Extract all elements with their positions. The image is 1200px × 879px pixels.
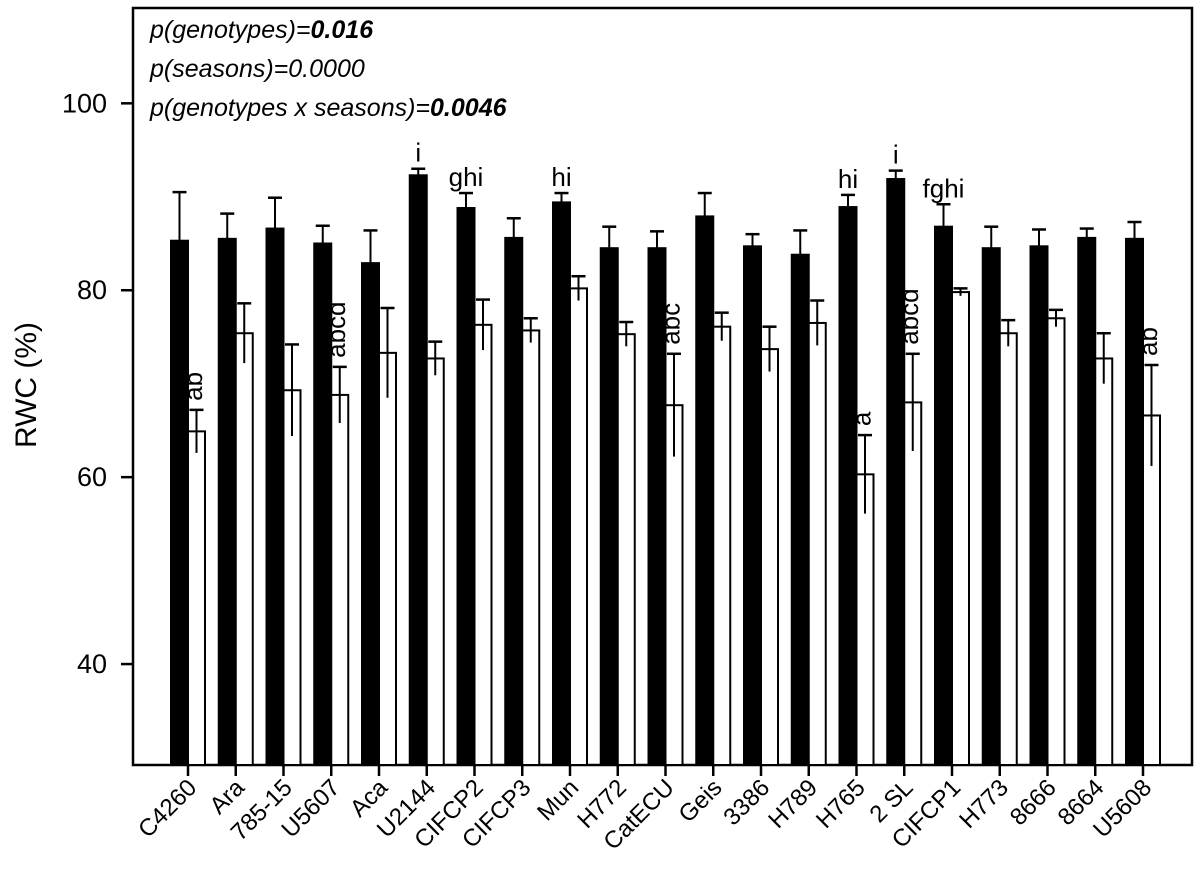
bar-filled-black-bars-785-15 [265,227,285,766]
bar-filled-black-bars-Mun [552,201,571,766]
bar-open-white-bars-Ara [234,332,254,766]
bar-open-white-bars-H773 [998,332,1018,766]
bar-filled-black-bars-Geis [695,215,715,767]
bar-filled-black-bars-H789 [790,253,810,766]
sig-label-CatECU-abc: abc [656,303,686,345]
p-interaction-prefix: p(genotypes x seasons)= [149,94,430,122]
bar-open-white-bars-Geis [712,325,732,766]
x-tick-label-3386: 3386 [718,774,775,831]
sig-label-U2144-i: i [415,138,421,168]
p-genotypes-prefix: p(genotypes)= [149,16,311,44]
sig-label-H765-a: a [847,411,877,426]
x-tick-label-8666: 8666 [1005,774,1062,831]
bar-filled-black-bars-CIFCP3 [504,236,524,767]
sig-label-2 SL-i: i [893,140,899,170]
bar-filled-black-bars-3386 [743,245,762,766]
sig-label-Mun-hi: hi [551,162,571,192]
bar-filled-black-bars-CIFCP1 [934,225,953,766]
bar-filled-black-bars-C4260 [170,239,189,767]
y-tick-label-40: 40 [77,649,107,679]
bar-filled-black-bars-H772 [599,247,619,766]
bar-open-white-bars-U2144 [425,357,445,766]
x-tick-label-C4260: C4260 [133,774,202,843]
x-tick-label-H773: H773 [954,774,1014,834]
bar-filled-black-bars-U2144 [408,174,428,766]
bar-open-white-bars-8666 [1046,317,1066,766]
bar-open-white-bars-Mun [569,287,588,766]
bar-filled-black-bars-U5608 [1125,237,1144,767]
p-genotypes-line: p(genotypes)=0.016 [149,16,374,44]
x-tick-label-H789: H789 [763,774,823,834]
sig-label-CIFCP1-fghi: fghi [923,173,965,203]
bar-open-white-bars-Aca [378,351,397,766]
axes-layer: 40 60 80 100 [62,88,1145,776]
y-axis-title: RWC (%) [10,322,43,448]
bar-filled-black-bars-H773 [981,247,1001,766]
bar-open-white-bars-CIFCP3 [521,329,541,766]
error-bars-layer [172,167,1159,514]
y-tick-label-80: 80 [77,275,107,305]
bar-open-white-bars-C4260 [187,430,206,766]
bar-open-white-bars-U5607 [330,393,350,766]
bar-open-white-bars-CIFCP1 [951,291,970,766]
p-interaction-value: 0.0046 [430,94,508,122]
bar-open-white-bars-2 SL [903,401,923,766]
p-seasons-value: 0.0000 [288,55,365,83]
sig-label-U5608-ab: ab [1133,327,1163,356]
bar-open-white-bars-H772 [616,333,636,766]
bar-open-white-bars-3386 [760,348,779,766]
bar-open-white-bars-H765 [855,473,875,766]
bar-open-white-bars-H789 [807,321,827,766]
bar-filled-black-bars-H765 [838,206,858,766]
bar-open-white-bars-CIFCP2 [473,323,493,766]
sig-label-C4260-ab: ab [178,372,208,401]
sig-label-2 SL-abcd: abcd [894,288,924,344]
p-seasons-prefix: p(seasons)= [149,55,288,83]
bar-filled-black-bars-Aca [361,262,380,766]
bar-filled-black-bars-2 SL [886,178,906,766]
x-tick-label-H765: H765 [811,774,871,834]
y-tick-label-100: 100 [62,88,107,118]
p-interaction-line: p(genotypes x seasons)=0.0046 [149,94,508,122]
bar-open-white-bars-785-15 [282,389,302,766]
y-tick-label-60: 60 [77,462,107,492]
bar-open-white-bars-8664 [1094,357,1114,766]
sig-label-H765-hi: hi [838,164,858,194]
p-genotypes-value: 0.016 [311,16,375,44]
bars-layer [170,174,1161,767]
sig-label-U5607-abcd: abcd [321,301,351,357]
bar-filled-black-bars-Ara [217,237,237,767]
bar-filled-black-bars-CIFCP2 [456,206,476,766]
bar-filled-black-bars-8664 [1077,236,1097,767]
bar-filled-black-bars-8666 [1029,245,1049,766]
stats-annotations: p(genotypes)=0.016 p(seasons)=0.0000 p(g… [149,16,508,122]
bar-open-white-bars-U5608 [1142,414,1161,766]
p-seasons-line: p(seasons)=0.0000 [149,55,365,83]
sig-label-CIFCP2-ghi: ghi [449,162,484,192]
x-tick-label-Geis: Geis [673,774,727,828]
bar-open-white-bars-CatECU [664,404,684,766]
